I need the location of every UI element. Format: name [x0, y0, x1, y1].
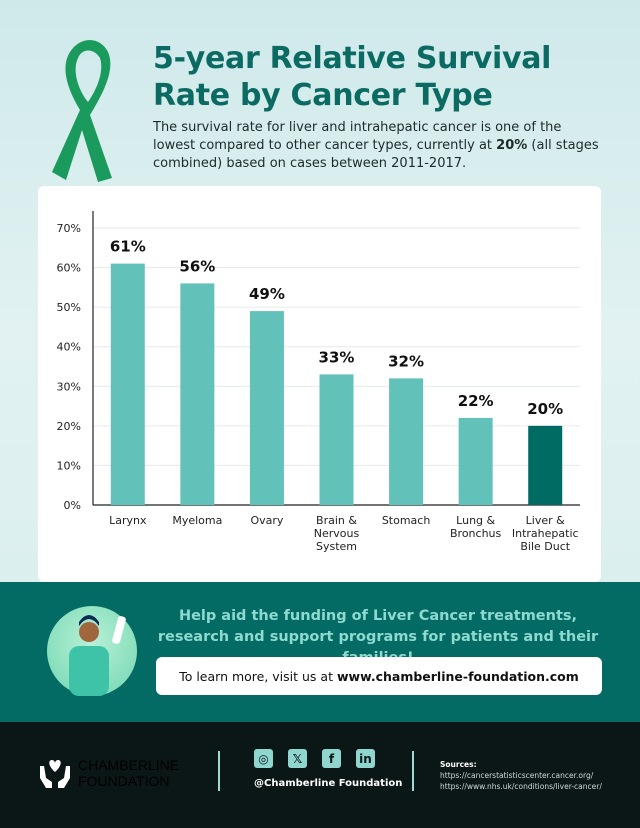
- facebook-icon[interactable]: f: [322, 749, 341, 768]
- source-link[interactable]: https://www.nhs.uk/conditions/liver-canc…: [440, 782, 602, 791]
- bar: [528, 425, 563, 505]
- foundation-logo: CHAMBERLINE FOUNDATION: [38, 757, 179, 789]
- hands-heart-icon: [40, 760, 70, 788]
- x-tick-label: Brain &: [316, 514, 357, 527]
- divider: [412, 751, 414, 791]
- data-label: 49%: [249, 285, 285, 303]
- y-tick-label: 50%: [57, 301, 81, 314]
- page-title: 5-year Relative Survival Rate by Cancer T…: [153, 41, 552, 113]
- data-label: 20%: [527, 400, 563, 418]
- y-tick-label: 30%: [57, 380, 81, 393]
- x-tick-label: Myeloma: [172, 514, 222, 527]
- y-tick-label: 0%: [64, 499, 81, 512]
- x-tick-label: Stomach: [382, 514, 431, 527]
- chart-card: 0% 10% 20% 30% 40% 50% 60% 70% 61% Larynx 56% Myelo…: [38, 186, 601, 582]
- bar: [249, 311, 284, 505]
- learn-more-text: To learn more, visit us at: [179, 668, 333, 684]
- y-tick-label: 60%: [57, 262, 81, 275]
- y-tick-label: 20%: [57, 420, 81, 433]
- bar: [110, 263, 145, 505]
- subtitle: The survival rate for liver and intrahep…: [153, 120, 599, 171]
- x-tick-label: Larynx: [109, 514, 147, 527]
- y-tick-label: 40%: [57, 341, 81, 354]
- data-label: 32%: [388, 352, 424, 370]
- instagram-icon[interactable]: ◎: [254, 749, 273, 768]
- data-label: 56%: [179, 257, 215, 275]
- green-ribbon-icon: [52, 40, 112, 182]
- website-link[interactable]: www.chamberline-foundation.com: [336, 668, 579, 684]
- bar: [319, 374, 354, 505]
- footer: [0, 722, 640, 828]
- data-label: 61%: [110, 238, 146, 256]
- bar-chart: 0% 10% 20% 30% 40% 50% 60% 70% 61% Larynx 56% Myelo…: [57, 211, 580, 553]
- x-tick-label: Nervous: [314, 527, 360, 540]
- x-tick-label: System: [316, 540, 357, 553]
- source-link[interactable]: https://cancerstatisticscenter.cancer.or…: [440, 771, 594, 780]
- x-tick-label: Bile Duct: [520, 540, 570, 553]
- x-icon[interactable]: 𝕏: [288, 749, 307, 768]
- bar: [389, 378, 424, 505]
- linkedin-icon[interactable]: in: [356, 749, 375, 768]
- learn-more-box: To learn more, visit us at www.chamberlin…: [156, 657, 602, 695]
- divider: [218, 751, 220, 791]
- data-label: 33%: [319, 348, 355, 366]
- social-handle: @Chamberline Foundation: [254, 778, 403, 789]
- x-tick-label: Bronchus: [450, 527, 502, 540]
- x-tick-label: Intrahepatic: [512, 527, 579, 540]
- x-tick-label: Ovary: [250, 514, 283, 527]
- x-tick-label: Liver &: [526, 514, 565, 527]
- y-tick-label: 70%: [57, 222, 81, 235]
- bar: [180, 283, 215, 505]
- doctor-illustration: [47, 606, 137, 696]
- data-label: 22%: [458, 392, 494, 410]
- sources: Sources: https://cancerstatisticscenter.…: [440, 760, 602, 791]
- x-tick-label: Lung &: [456, 514, 495, 527]
- bar: [458, 417, 493, 505]
- y-tick-label: 10%: [57, 459, 81, 472]
